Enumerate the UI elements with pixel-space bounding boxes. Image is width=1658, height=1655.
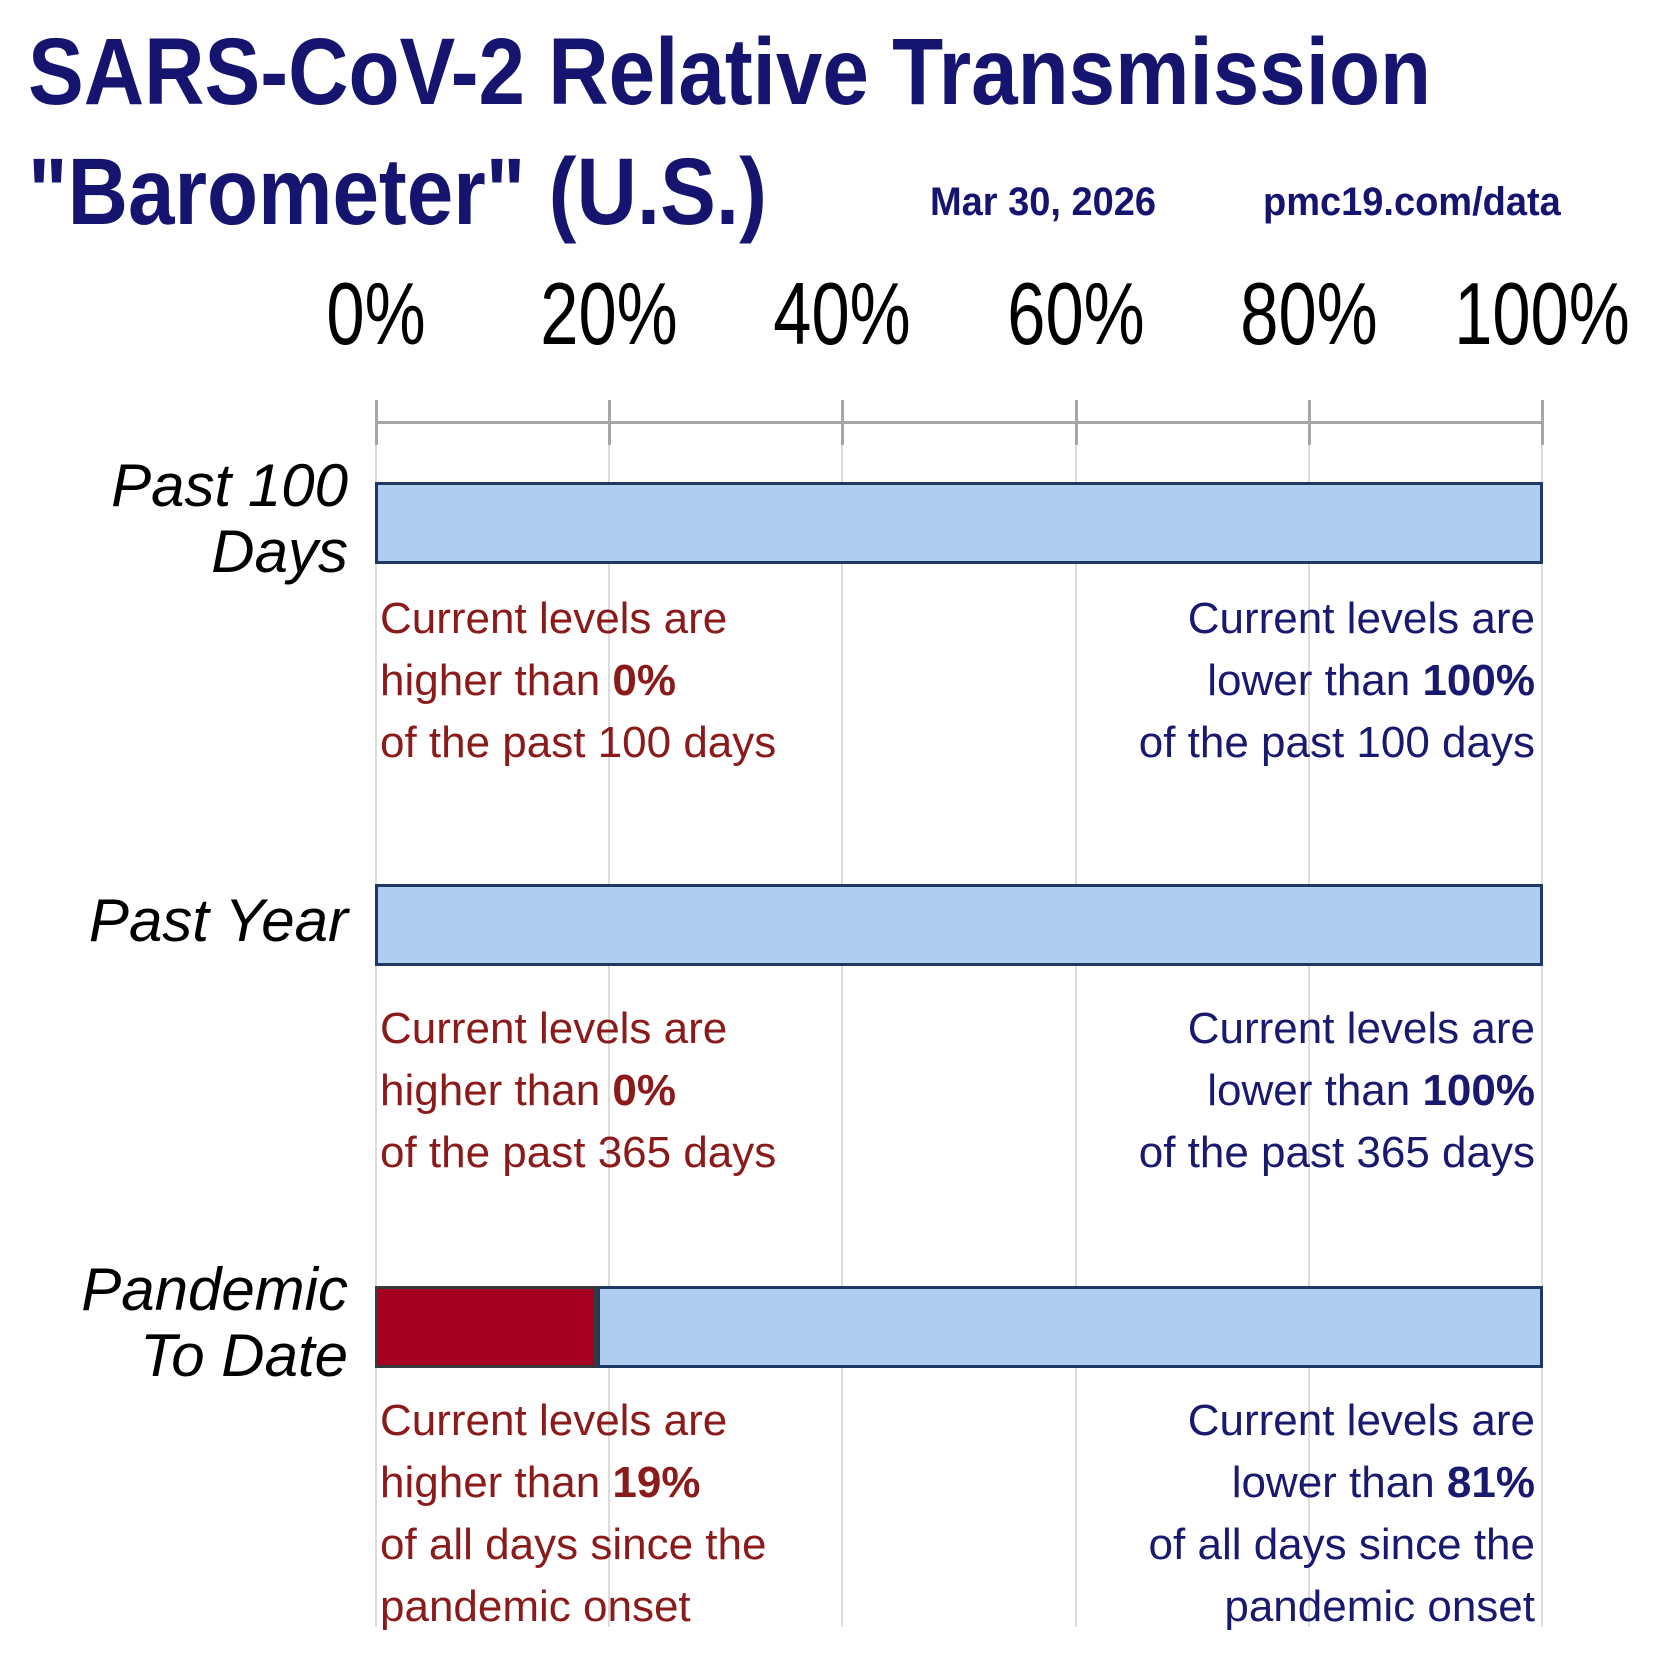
axis-tick-label: 40% bbox=[773, 264, 912, 363]
gridline bbox=[608, 424, 611, 1627]
page-title: SARS-CoV-2 Relative Transmission bbox=[28, 19, 1432, 125]
annotation-text: higher than bbox=[380, 656, 613, 705]
annotation-line: of the past 100 days bbox=[380, 712, 776, 774]
row-label-line: Past Year bbox=[88, 887, 348, 954]
annotation-text: lower than bbox=[1231, 1458, 1447, 1507]
axis-tick-label: 0% bbox=[326, 264, 426, 363]
bar-blue-segment bbox=[596, 1286, 1543, 1368]
annotation-line: lower than 100% bbox=[1139, 650, 1535, 712]
percent-value: 81% bbox=[1446, 1458, 1535, 1507]
gridline bbox=[1541, 424, 1543, 1627]
annotation-line: Current levels are bbox=[1139, 588, 1535, 650]
gridline bbox=[1307, 424, 1310, 1627]
annotation-text: of the past 100 days bbox=[1138, 718, 1535, 767]
row-label: Pandemic To Date bbox=[81, 1257, 348, 1389]
annotation-line: higher than 0% bbox=[380, 650, 776, 712]
annotation-line: higher than 0% bbox=[380, 1060, 776, 1122]
annotation-text: of the past 100 days bbox=[380, 718, 777, 767]
page-subtitle: "Barometer" (U.S.) bbox=[28, 139, 767, 245]
report-date: Mar 30, 2026 bbox=[930, 180, 1157, 224]
row-label: Past Year bbox=[89, 888, 348, 954]
axis-tick-label: 100% bbox=[1454, 264, 1630, 363]
annotation-text: Current levels are bbox=[380, 1396, 728, 1445]
annotation-line: higher than 19% bbox=[380, 1452, 766, 1514]
higher-annotation: Current levels are higher than 0% of the p… bbox=[380, 998, 776, 1184]
annotation-text: pandemic onset bbox=[1224, 1582, 1535, 1631]
annotation-line: lower than 100% bbox=[1139, 1060, 1535, 1122]
bar-blue-segment bbox=[375, 482, 1543, 564]
annotation-text: Current levels are bbox=[380, 594, 728, 643]
percent-value: 19% bbox=[612, 1458, 701, 1507]
annotation-text: Current levels are bbox=[1187, 1004, 1535, 1053]
annotation-text: of all days since the bbox=[1148, 1520, 1535, 1569]
annotation-text: lower than bbox=[1207, 1066, 1423, 1115]
annotation-line: Current levels are bbox=[380, 1390, 766, 1452]
gridline bbox=[375, 424, 377, 1627]
axis-line bbox=[375, 421, 1543, 424]
annotation-text: higher than bbox=[380, 1458, 613, 1507]
source-url: pmc19.com/data bbox=[1263, 180, 1561, 224]
annotation-text: of the past 365 days bbox=[1138, 1128, 1535, 1177]
bar bbox=[375, 482, 1543, 564]
annotation-text: higher than bbox=[380, 1066, 613, 1115]
annotation-line: of the past 365 days bbox=[1139, 1122, 1535, 1184]
row-label-line: To Date bbox=[140, 1322, 348, 1389]
axis-tick-label: 80% bbox=[1240, 264, 1378, 363]
percent-value: 0% bbox=[612, 656, 676, 705]
lower-annotation: Current levels are lower than 100% of the … bbox=[1139, 588, 1535, 774]
bar-blue-segment bbox=[375, 884, 1543, 966]
higher-annotation: Current levels are higher than 0% of the p… bbox=[380, 588, 776, 774]
annotation-line: Current levels are bbox=[380, 998, 776, 1060]
annotation-line: lower than 81% bbox=[1149, 1452, 1535, 1514]
annotation-text: of the past 365 days bbox=[380, 1128, 777, 1177]
row-label-line: Pandemic bbox=[81, 1256, 348, 1323]
axis-tick-label: 60% bbox=[1006, 264, 1145, 363]
lower-annotation: Current levels are lower than 81% of all d… bbox=[1149, 1390, 1535, 1638]
bar bbox=[375, 1286, 1543, 1368]
axis-tick-label: 20% bbox=[540, 264, 678, 363]
annotation-line: Current levels are bbox=[380, 588, 776, 650]
annotation-line: of all days since the bbox=[380, 1514, 766, 1576]
gridline bbox=[1074, 424, 1077, 1627]
annotation-line: pandemic onset bbox=[1149, 1576, 1535, 1638]
percent-value: 0% bbox=[612, 1066, 676, 1115]
row-label-line: Days bbox=[211, 518, 348, 585]
annotation-line: of the past 365 days bbox=[380, 1122, 776, 1184]
annotation-line: Current levels are bbox=[1149, 1390, 1535, 1452]
bar-red-segment bbox=[375, 1286, 597, 1368]
bar bbox=[375, 884, 1543, 966]
percent-value: 100% bbox=[1422, 1066, 1535, 1115]
annotation-line: Current levels are bbox=[1139, 998, 1535, 1060]
row-label: Past 100 Days bbox=[111, 453, 348, 585]
annotation-line: pandemic onset bbox=[380, 1576, 766, 1638]
annotation-text: pandemic onset bbox=[380, 1582, 691, 1631]
annotation-line: of the past 100 days bbox=[1139, 712, 1535, 774]
annotation-text: lower than bbox=[1207, 656, 1423, 705]
annotation-line: of all days since the bbox=[1149, 1514, 1535, 1576]
annotation-text: Current levels are bbox=[380, 1004, 728, 1053]
percent-value: 100% bbox=[1422, 656, 1535, 705]
gridline bbox=[841, 424, 844, 1627]
annotation-text: Current levels are bbox=[1187, 1396, 1535, 1445]
higher-annotation: Current levels are higher than 19% of all … bbox=[380, 1390, 766, 1638]
row-label-line: Past 100 bbox=[111, 452, 348, 519]
annotation-text: Current levels are bbox=[1187, 594, 1535, 643]
lower-annotation: Current levels are lower than 100% of the … bbox=[1139, 998, 1535, 1184]
annotation-text: of all days since the bbox=[380, 1520, 767, 1569]
